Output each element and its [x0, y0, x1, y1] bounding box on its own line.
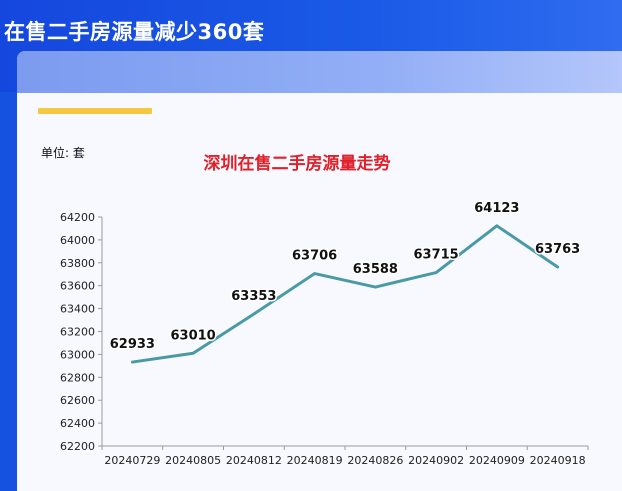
x-tick-label: 20240902: [408, 454, 464, 467]
card-header-band: [17, 51, 622, 93]
y-tick-label: 63600: [60, 280, 95, 293]
x-tick-label: 20240805: [165, 454, 221, 467]
line-chart: 62200 62400 62600 62800 63000 63200 63400 63600…: [60, 199, 589, 467]
headline: 在售二手房源量减少360套: [4, 20, 265, 44]
y-tick-label: 62400: [60, 417, 95, 430]
y-tick-label: 63800: [60, 257, 95, 270]
data-label: 63010: [171, 328, 216, 343]
x-tick-label: 20240918: [530, 454, 586, 467]
x-tick-label: 20240812: [226, 454, 282, 467]
chart-card: 单位: 套 深圳在售二手房源量走势: [17, 51, 622, 491]
data-label: 63715: [414, 248, 459, 263]
x-tick-label: 20240729: [104, 454, 160, 467]
y-tick-label: 62800: [60, 371, 95, 384]
y-tick-label: 63400: [60, 303, 95, 316]
data-label: 63763: [535, 242, 580, 257]
data-label: 63353: [231, 289, 276, 304]
y-tick-label: 62600: [60, 394, 95, 407]
y-tick-label: 62200: [60, 440, 95, 453]
x-tick-label: 20240909: [469, 454, 525, 467]
data-label: 63588: [353, 262, 398, 277]
y-tick-label: 63000: [60, 348, 95, 361]
accent-bar: [38, 108, 152, 114]
y-tick-label: 64000: [60, 234, 95, 247]
x-tick-label: 20240826: [347, 454, 403, 467]
y-tick-label: 63200: [60, 326, 95, 339]
data-label: 64123: [474, 201, 519, 216]
data-label: 62933: [110, 337, 155, 352]
data-label: 63706: [292, 249, 337, 264]
unit-label: 单位: 套: [41, 146, 85, 160]
chart-title: 深圳在售二手房源量走势: [203, 154, 391, 174]
y-tick-label: 64200: [60, 211, 95, 224]
series-line: [130, 224, 560, 364]
x-tick-label: 20240819: [287, 454, 343, 467]
